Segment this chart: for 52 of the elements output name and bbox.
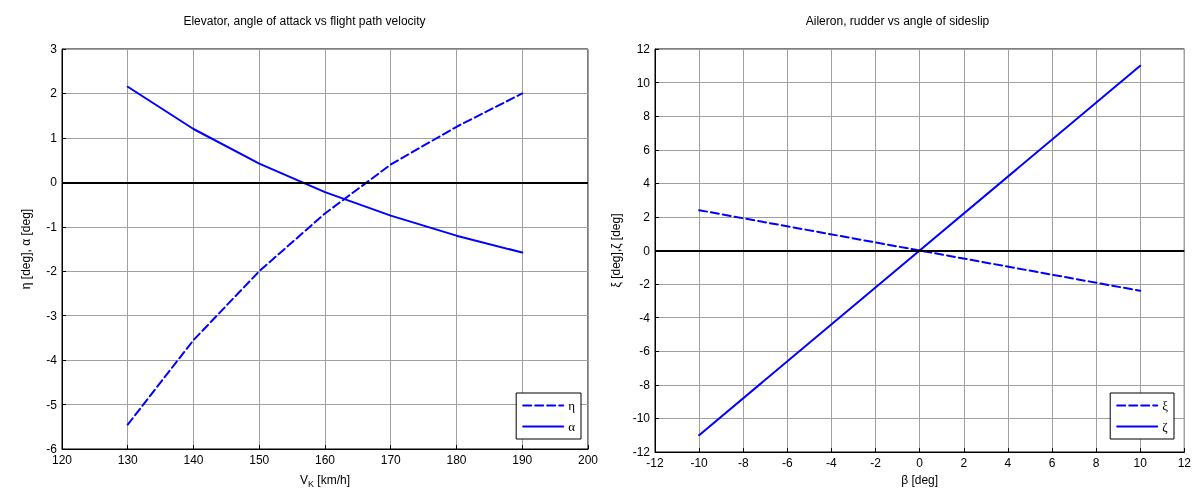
x-tick-label: 200 <box>577 453 599 467</box>
x-tick-label: 12 <box>1177 456 1192 470</box>
y-tick-label: 8 <box>643 109 651 124</box>
y-tick-label: 6 <box>643 142 651 157</box>
y-tick-label: -10 <box>632 411 651 426</box>
legend-label: ξ <box>1162 398 1169 413</box>
x-tick-label: -4 <box>826 456 838 470</box>
y-tick-label: -8 <box>639 377 651 392</box>
chart-title: Aileron, rudder vs angle of sideslip <box>805 14 990 28</box>
legend-label: α <box>568 419 576 434</box>
y-tick-label: 0 <box>643 243 651 258</box>
x-tick-label: 4 <box>1004 456 1012 470</box>
x-tick-label: -10 <box>690 456 709 470</box>
x-tick-label: 180 <box>446 453 467 467</box>
y-axis-title: ξ [deg],ζ [deg] <box>608 213 623 288</box>
x-tick-label: 6 <box>1048 456 1056 470</box>
x-tick-label: -8 <box>737 456 749 470</box>
x-tick-label: 0 <box>916 456 924 470</box>
x-tick-label: -2 <box>870 456 882 470</box>
x-tick-label: 2 <box>960 456 968 470</box>
y-tick-label: -6 <box>639 344 651 359</box>
x-axis-title: β [deg] <box>901 473 939 487</box>
y-tick-label: -2 <box>46 264 58 279</box>
y-tick-label: 3 <box>50 42 58 56</box>
x-tick-label: 190 <box>512 453 533 467</box>
y-axis-title: η [deg], α [deg] <box>19 208 33 290</box>
y-tick-label: 1 <box>50 130 58 145</box>
y-tick-label: -4 <box>46 353 58 368</box>
legend-label: ζ <box>1162 419 1169 434</box>
y-tick-label: 12 <box>636 42 651 56</box>
x-tick-label: 140 <box>183 453 204 467</box>
legend-label: η <box>568 398 576 413</box>
y-tick-label: 2 <box>643 209 651 224</box>
x-tick-label: 10 <box>1133 456 1148 470</box>
y-tick-label: 0 <box>50 175 58 190</box>
y-tick-label: -4 <box>639 310 651 325</box>
x-tick-label: 120 <box>51 453 73 467</box>
x-tick-label: 8 <box>1092 456 1100 470</box>
x-tick-label: 130 <box>117 453 139 467</box>
x-tick-label: 150 <box>249 453 270 467</box>
y-tick-label: -3 <box>46 308 58 323</box>
y-tick-label: -6 <box>46 442 58 456</box>
chart-title: Elevator, angle of attack vs flight path velocity <box>183 14 426 28</box>
y-tick-label: 4 <box>643 176 651 191</box>
y-tick-label: 10 <box>636 75 651 90</box>
x-tick-label: 170 <box>380 453 402 467</box>
x-tick-label: -6 <box>782 456 793 470</box>
y-tick-label: -1 <box>46 219 58 234</box>
y-tick-label: 2 <box>50 86 58 101</box>
y-tick-label: -2 <box>639 277 651 292</box>
x-tick-label: 160 <box>314 453 336 467</box>
y-tick-label: -5 <box>46 397 58 412</box>
